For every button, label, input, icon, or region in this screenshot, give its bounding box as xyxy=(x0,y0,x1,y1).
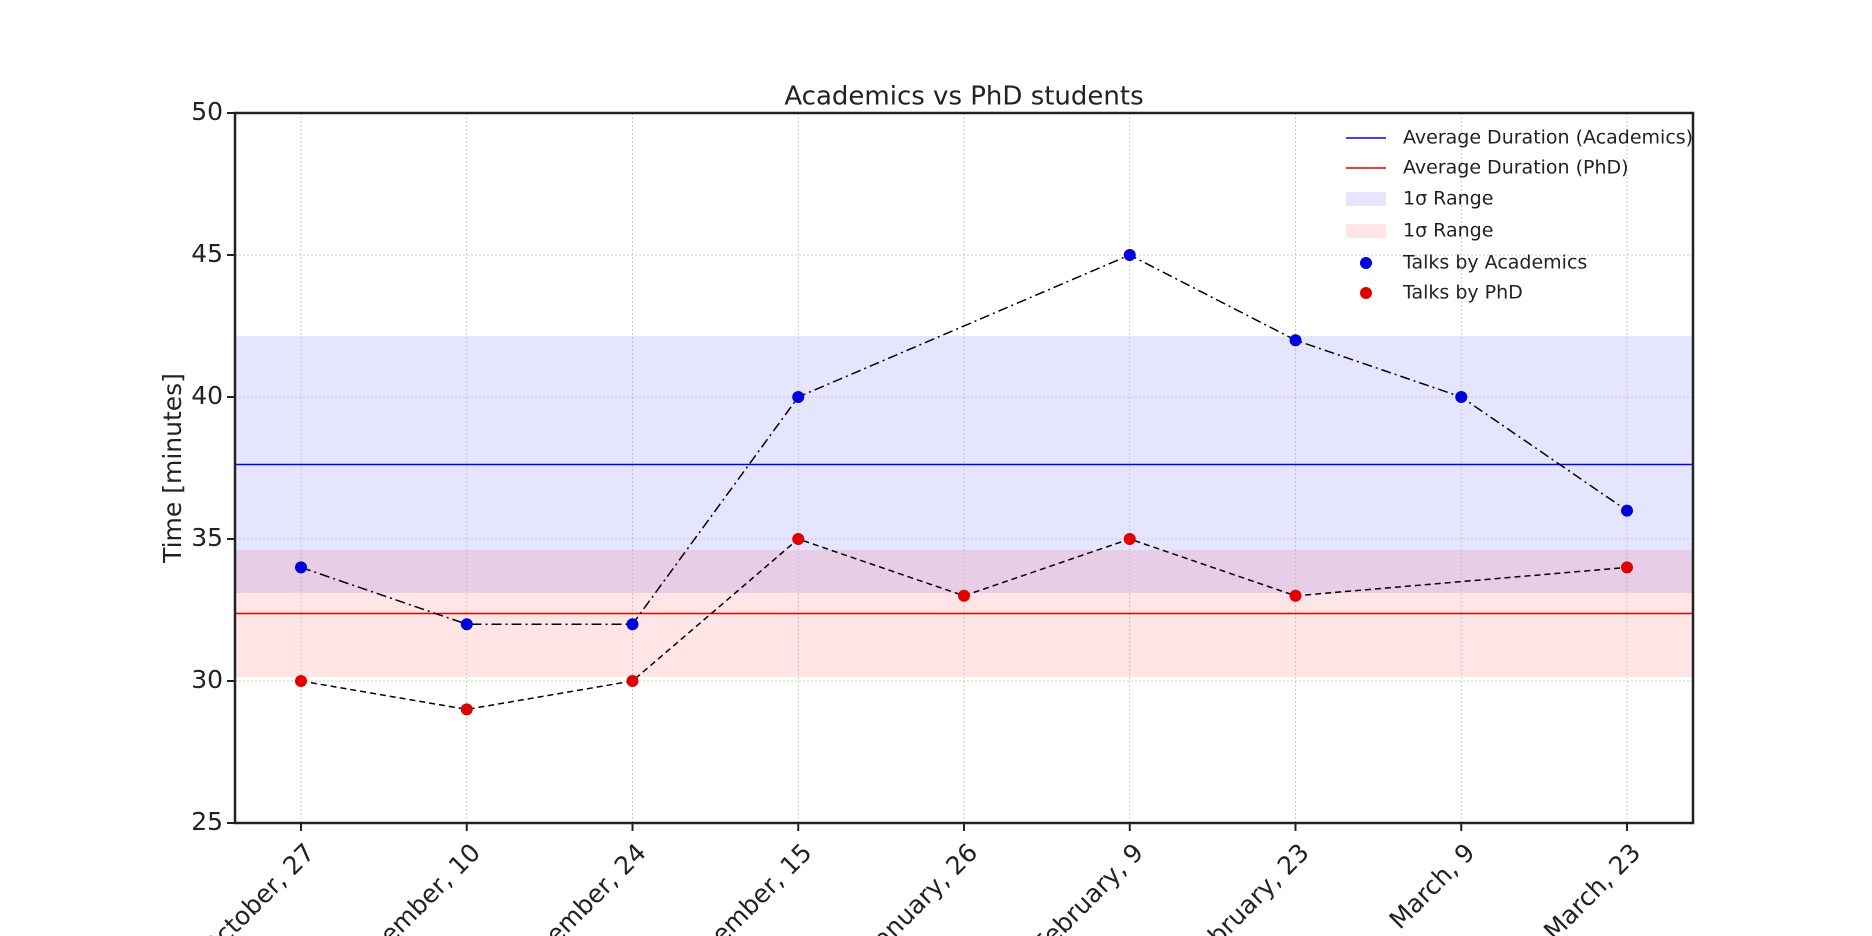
legend-swatch xyxy=(1346,192,1386,206)
legend-label: Talks by Academics xyxy=(1402,252,1587,274)
chart-title: Academics vs PhD students xyxy=(784,82,1143,112)
y-tick-label: 40 xyxy=(191,381,223,410)
x-tick-label: March, 9 xyxy=(1384,838,1481,935)
legend-label: Average Duration (PhD) xyxy=(1403,157,1629,179)
series-line xyxy=(300,538,1628,711)
legend-marker xyxy=(1360,287,1372,299)
data-point xyxy=(958,589,970,602)
data-point xyxy=(792,533,805,545)
y-tick-label: 30 xyxy=(191,665,223,694)
y-tick-label: 50 xyxy=(191,97,223,126)
legend-label: Average Duration (Academics) xyxy=(1403,127,1693,149)
legend-swatch xyxy=(1346,224,1386,238)
legend-marker xyxy=(1360,257,1372,269)
series-line xyxy=(300,254,1628,625)
legend-label: Talks by PhD xyxy=(1402,282,1523,304)
data-point xyxy=(1123,249,1136,261)
legend-label: 1σ Range xyxy=(1403,188,1493,210)
y-tick-label: 45 xyxy=(191,239,223,268)
x-tick-label: January, 26 xyxy=(861,838,984,936)
y-tick-label: 25 xyxy=(191,807,223,836)
data-point xyxy=(1455,391,1468,403)
x-tick-label: February, 23 xyxy=(1182,838,1315,936)
legend-label: 1σ Range xyxy=(1403,220,1493,242)
data-point xyxy=(792,391,805,403)
data-point xyxy=(295,675,307,687)
y-tick-label: 35 xyxy=(191,523,223,552)
data-point xyxy=(1123,533,1136,545)
data-point xyxy=(295,561,307,574)
data-point xyxy=(1289,334,1302,347)
data-point xyxy=(1621,561,1633,574)
axes-frame xyxy=(233,111,1695,825)
data-point xyxy=(1289,589,1302,602)
x-tick-label: February, 9 xyxy=(1028,838,1149,936)
x-tick-label: March, 23 xyxy=(1538,838,1646,936)
data-point xyxy=(626,618,639,631)
x-tick-label: October, 27 xyxy=(195,838,320,936)
x-tick-label: November, 10 xyxy=(340,838,486,936)
data-point xyxy=(1621,504,1633,517)
x-tick-label: December, 15 xyxy=(672,838,818,936)
y-axis-label: Time [minutes] xyxy=(158,373,187,564)
data-point xyxy=(460,703,473,716)
data-point xyxy=(626,675,639,687)
data-point xyxy=(460,618,473,631)
x-tick-label: November, 24 xyxy=(505,838,651,936)
